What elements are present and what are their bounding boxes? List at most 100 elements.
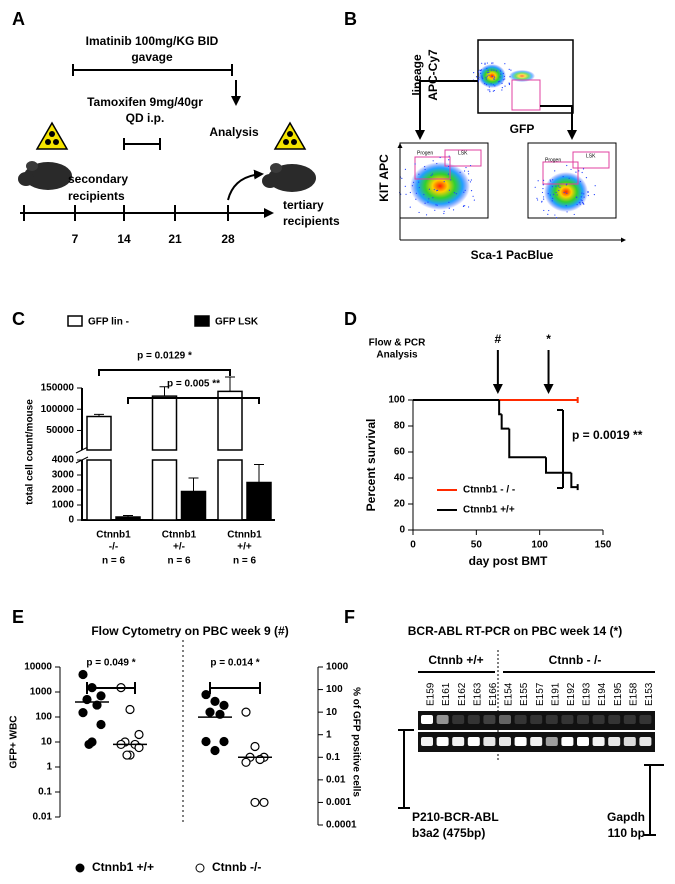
flow-event [542, 187, 544, 190]
flow-event [415, 198, 417, 200]
flow-event [443, 180, 445, 183]
analysis-label: Analysis [209, 125, 259, 139]
flow-event [491, 62, 493, 64]
marker-label: * [546, 332, 551, 346]
flow-event [415, 192, 417, 194]
gel-band [467, 737, 480, 746]
lane-label: E191 [550, 682, 561, 706]
y-tick-label: 0.1 [38, 787, 52, 798]
gate-label: LSK [586, 153, 596, 159]
flow-event [443, 212, 445, 215]
survival-step [500, 414, 510, 430]
flow-event [554, 214, 556, 216]
legend-label: Ctnnb1 +/+ [463, 505, 515, 516]
flow-event [418, 173, 420, 175]
flow-event [431, 173, 434, 175]
data-point [219, 736, 229, 747]
gate-label: LSK [458, 150, 468, 156]
lane-label: E163 [472, 682, 483, 706]
y2-axis-label: % of GFP positive cells [350, 687, 361, 797]
y-tick-label: 50000 [46, 425, 74, 436]
data-point [92, 700, 102, 710]
flow-event [594, 185, 596, 187]
flow-event [563, 191, 565, 194]
tertiary-label: recipients [283, 214, 340, 228]
gate-arrow [415, 80, 478, 140]
panel-letter: A [12, 9, 25, 29]
data-point [241, 707, 251, 717]
x-tick-label: -/- [109, 542, 118, 553]
data-point [201, 689, 211, 700]
data-point [78, 707, 88, 718]
gel-band [499, 715, 511, 724]
flow-event [581, 192, 583, 194]
gel-band [483, 715, 496, 724]
group-label: Ctnnb - /- [549, 653, 602, 667]
lane-label: E194 [597, 682, 608, 706]
gel-band [545, 715, 558, 724]
flow-event [477, 79, 480, 81]
p-value: p = 0.005 ** [167, 379, 220, 390]
group-note: n = 6 [102, 556, 126, 567]
bar [217, 390, 243, 521]
radiation-icon [35, 121, 69, 150]
bar [246, 481, 272, 521]
y-tick-label: 40 [394, 473, 406, 484]
flow-event [555, 191, 557, 194]
panel-b: B lineage APC-Cy7 GFP Progen LSK Progen … [344, 9, 626, 262]
y-tick-label: 100000 [41, 404, 75, 415]
flow-event [480, 72, 482, 74]
flow-event [484, 62, 486, 64]
flow-event [481, 75, 483, 77]
lane-label: E195 [613, 682, 624, 706]
data-point [215, 709, 225, 719]
flow-event [494, 85, 496, 87]
flow-event [578, 170, 580, 172]
panel-a: A Imatinib 100mg/KG BID gavage Tamoxifen… [12, 9, 340, 246]
flow-event [452, 209, 455, 211]
flow-event [557, 185, 560, 187]
flow-event [585, 177, 588, 179]
flow-event [468, 179, 470, 181]
legend-swatch [67, 315, 83, 327]
y-tick-label: 20 [394, 499, 406, 510]
flow-event [485, 76, 487, 79]
flow-event [587, 191, 590, 193]
flow-event [478, 78, 480, 80]
survival-step [570, 472, 578, 489]
flow-event [450, 179, 452, 181]
flow-event [542, 184, 544, 186]
gate-arrow [540, 105, 577, 140]
flow-event [485, 84, 488, 86]
flow-event [536, 199, 539, 201]
flow-event [581, 171, 583, 174]
error-bar [188, 477, 199, 492]
p-value: p = 0.049 * [86, 658, 135, 669]
flow-event [489, 91, 491, 93]
flow-event [477, 71, 480, 73]
flow-event [494, 76, 496, 78]
axis-label: lineage [410, 54, 424, 96]
radiation-icon [273, 121, 307, 150]
gate-label: Progen [417, 150, 433, 156]
flow-event [448, 207, 450, 209]
p-bracket [86, 682, 136, 694]
flow-event [433, 189, 435, 191]
flow-event [475, 76, 478, 78]
flow-event [499, 76, 501, 78]
flow-event [492, 90, 494, 92]
flow-event [465, 166, 467, 169]
flow-event [583, 203, 585, 205]
flow-event [469, 164, 472, 167]
panel-letter: F [344, 607, 355, 627]
flow-event [565, 205, 567, 207]
flow-event [404, 168, 407, 170]
bar [180, 490, 207, 521]
gel-band [639, 715, 652, 724]
flow-event [424, 168, 426, 171]
data-point [134, 742, 144, 753]
flow-event [491, 69, 493, 71]
panel-letter: E [12, 607, 24, 627]
legend-label: Ctnnb -/- [212, 860, 261, 874]
x-tick-label: Ctnnb1 [96, 530, 131, 541]
